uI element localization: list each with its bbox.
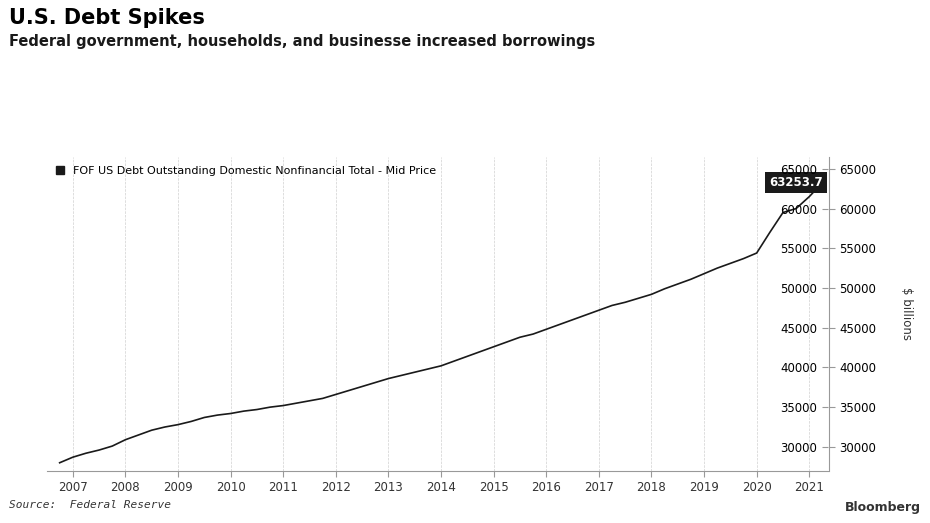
Text: $ billions: $ billions [900, 287, 913, 340]
Text: U.S. Debt Spikes: U.S. Debt Spikes [9, 8, 206, 28]
Text: 63253.7: 63253.7 [769, 176, 823, 189]
Legend: FOF US Debt Outstanding Domestic Nonfinancial Total - Mid Price: FOF US Debt Outstanding Domestic Nonfina… [52, 163, 440, 179]
Text: Bloomberg: Bloomberg [844, 501, 921, 514]
Text: Source:  Federal Reserve: Source: Federal Reserve [9, 500, 171, 510]
Text: Federal government, households, and businesse increased borrowings: Federal government, households, and busi… [9, 34, 595, 49]
